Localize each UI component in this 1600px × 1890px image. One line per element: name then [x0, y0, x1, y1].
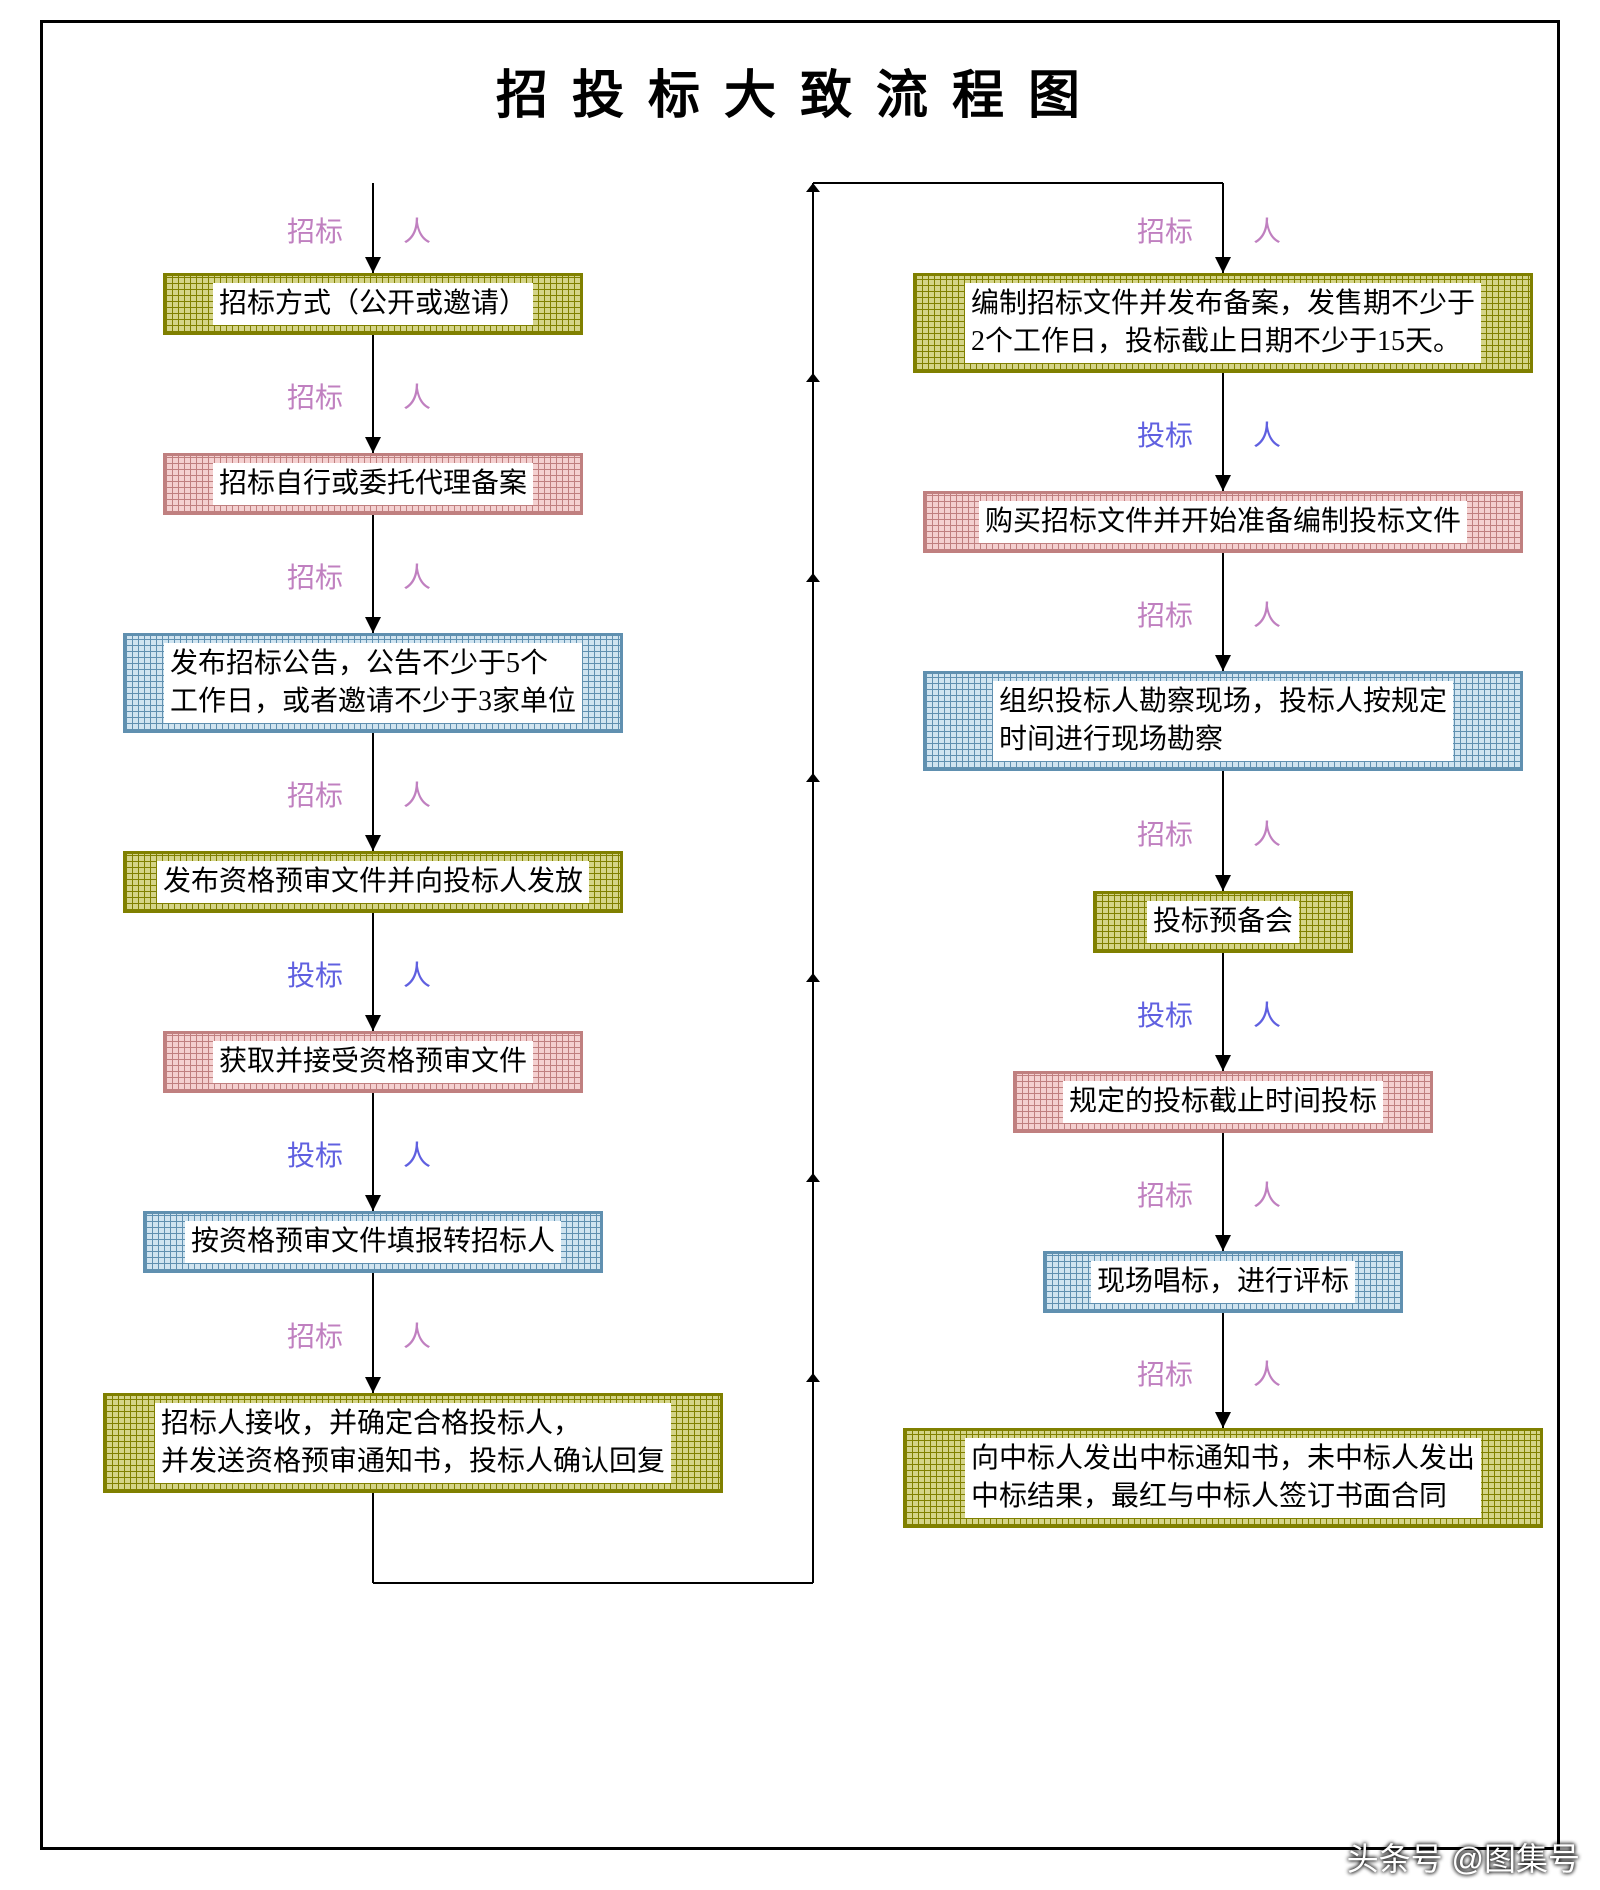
- flowchart-node-r6: 现场唱标，进行评标: [1043, 1251, 1403, 1313]
- flowchart-node-l3: 发布招标公告，公告不少于5个 工作日，或者邀请不少于3家单位: [123, 633, 623, 733]
- flowchart-node-text: 向中标人发出中标通知书，未中标人发出 中标结果，最红与中标人签订书面合同: [965, 1438, 1481, 1518]
- flowchart-node-text: 发布招标公告，公告不少于5个 工作日，或者邀请不少于3家单位: [164, 643, 582, 723]
- arrow-label-left: 投标: [253, 954, 343, 994]
- arrow-label-left: 招标: [253, 210, 343, 250]
- arrow-label-right: 人: [403, 376, 431, 416]
- arrow-label-left: 投标: [253, 1134, 343, 1174]
- arrow-label-right: 人: [403, 1315, 431, 1355]
- arrow-label-right: 人: [1253, 994, 1281, 1034]
- arrow-label-right: 人: [1253, 1353, 1281, 1393]
- arrow-label-left: 招标: [253, 774, 343, 814]
- flowchart-node-l1: 招标方式（公开或邀请）: [163, 273, 583, 335]
- flowchart-node-text: 规定的投标截止时间投标: [1063, 1081, 1383, 1123]
- arrow-label-left: 招标: [1103, 1174, 1193, 1214]
- arrow-label-right: 人: [1253, 813, 1281, 853]
- flowchart-node-text: 招标人接收，并确定合格投标人， 并发送资格预审通知书，投标人确认回复: [155, 1403, 671, 1483]
- flowchart-node-text: 发布资格预审文件并向投标人发放: [157, 861, 589, 903]
- arrow-label-right: 人: [1253, 210, 1281, 250]
- arrow-label-left: 招标: [1103, 813, 1193, 853]
- flowchart-node-l2: 招标自行或委托代理备案: [163, 453, 583, 515]
- flowchart-node-text: 现场唱标，进行评标: [1091, 1261, 1355, 1303]
- diagram-frame: 招投标大致流程图 招标方式（公开或邀请） 招标自行或委托代理备案发布招标公告，公告…: [40, 20, 1560, 1850]
- arrow-label-right: 人: [403, 954, 431, 994]
- arrow-label-left: 招标: [1103, 210, 1193, 250]
- arrow-label-left: 招标: [253, 556, 343, 596]
- flowchart-node-r1: 编制招标文件并发布备案，发售期不少于 2个工作日，投标截止日期不少于15天。: [913, 273, 1533, 373]
- arrow-label-right: 人: [403, 210, 431, 250]
- arrow-label-left: 招标: [253, 376, 343, 416]
- arrow-label-right: 人: [403, 1134, 431, 1174]
- flowchart-node-l4: 发布资格预审文件并向投标人发放: [123, 851, 623, 913]
- arrow-label-left: 投标: [1103, 994, 1193, 1034]
- arrow-label-left: 招标: [1103, 1353, 1193, 1393]
- flowchart-node-r7: 向中标人发出中标通知书，未中标人发出 中标结果，最红与中标人签订书面合同: [903, 1428, 1543, 1528]
- flowchart-node-text: 组织投标人勘察现场，投标人按规定 时间进行现场勘察: [993, 681, 1453, 761]
- flowchart-node-r3: 组织投标人勘察现场，投标人按规定 时间进行现场勘察: [923, 671, 1523, 771]
- flowchart-node-text: 编制招标文件并发布备案，发售期不少于 2个工作日，投标截止日期不少于15天。: [965, 283, 1481, 363]
- flowchart-node-text: 购买招标文件并开始准备编制投标文件: [979, 501, 1467, 543]
- arrow-label-right: 人: [1253, 1174, 1281, 1214]
- flowchart-node-text: 招标方式（公开或邀请）: [213, 283, 533, 325]
- arrow-label-right: 人: [403, 774, 431, 814]
- flowchart-node-l7: 招标人接收，并确定合格投标人， 并发送资格预审通知书，投标人确认回复: [103, 1393, 723, 1493]
- watermark: 头条号 @图集号: [1347, 1834, 1580, 1880]
- arrow-label-left: 投标: [1103, 414, 1193, 454]
- flowchart-node-l6: 按资格预审文件填报转招标人: [143, 1211, 603, 1273]
- flowchart-node-text: 招标自行或委托代理备案: [213, 463, 533, 505]
- flowchart-node-r2: 购买招标文件并开始准备编制投标文件: [923, 491, 1523, 553]
- arrow-label-right: 人: [1253, 414, 1281, 454]
- arrow-label-left: 招标: [253, 1315, 343, 1355]
- flowchart-node-text: 按资格预审文件填报转招标人: [185, 1221, 561, 1263]
- arrow-label-right: 人: [403, 556, 431, 596]
- flowchart-node-text: 获取并接受资格预审文件: [213, 1041, 533, 1083]
- arrow-label-right: 人: [1253, 594, 1281, 634]
- arrow-label-left: 招标: [1103, 594, 1193, 634]
- flowchart-node-l5: 获取并接受资格预审文件: [163, 1031, 583, 1093]
- diagram-title: 招投标大致流程图: [43, 53, 1557, 128]
- flowchart-node-r5: 规定的投标截止时间投标: [1013, 1071, 1433, 1133]
- flowchart-node-r4: 投标预备会: [1093, 891, 1353, 953]
- flowchart-node-text: 投标预备会: [1147, 901, 1299, 943]
